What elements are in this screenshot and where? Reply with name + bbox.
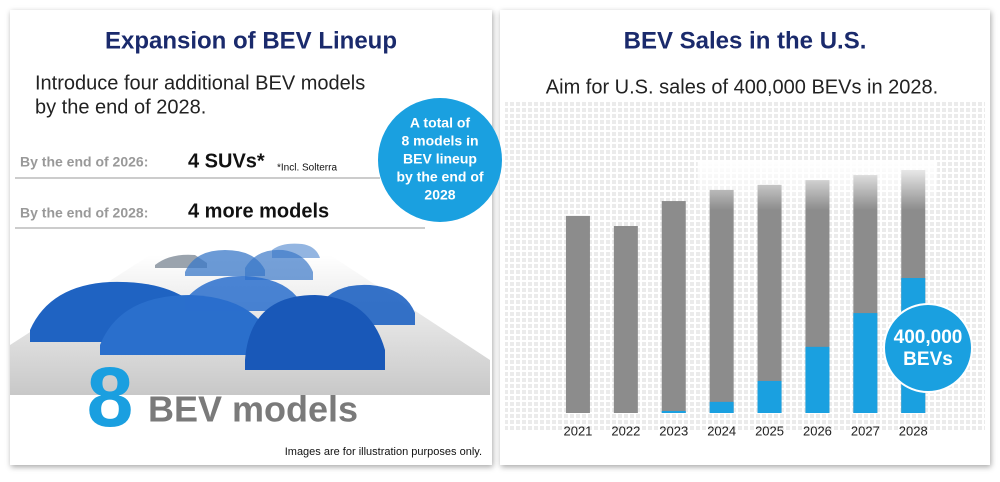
badge-line: BEV lineup bbox=[403, 151, 477, 167]
bar bbox=[709, 401, 734, 413]
badge-line: by the end of bbox=[396, 169, 483, 185]
bar bbox=[757, 380, 782, 413]
annotation-badge bbox=[883, 303, 973, 393]
bar bbox=[709, 189, 734, 413]
x-tick-label: 2021 bbox=[563, 423, 592, 438]
big-number: 8 bbox=[87, 350, 134, 444]
bar bbox=[661, 410, 686, 413]
x-tick-label: 2023 bbox=[659, 423, 688, 438]
row-note: *Incl. Solterra bbox=[277, 163, 337, 174]
x-tick-label: 2028 bbox=[899, 423, 928, 438]
x-tick-label: 2022 bbox=[611, 423, 640, 438]
x-tick-label: 2027 bbox=[851, 423, 880, 438]
row-value: 4 SUVs* bbox=[188, 150, 265, 172]
x-tick-label: 2026 bbox=[803, 423, 832, 438]
bar bbox=[565, 215, 590, 413]
annotation-line: 400,000 bbox=[894, 327, 963, 348]
intro-line: by the end of 2028. bbox=[35, 96, 206, 118]
badge-line: 2028 bbox=[424, 187, 455, 203]
badge-line: A total of bbox=[410, 115, 470, 131]
disclaimer: Images are for illustration purposes onl… bbox=[285, 446, 482, 458]
chart-subtitle: Aim for U.S. sales of 400,000 BEVs in 20… bbox=[546, 76, 938, 98]
bar-fade bbox=[697, 160, 938, 210]
intro-line: Introduce four additional BEV models bbox=[35, 72, 365, 94]
badge-line: 8 models in bbox=[401, 133, 478, 149]
x-tick-label: 2025 bbox=[755, 423, 784, 438]
row-label: By the end of 2028: bbox=[20, 205, 148, 221]
annotation-line: BEVs bbox=[903, 349, 953, 370]
bar bbox=[805, 346, 830, 413]
x-tick-label: 2024 bbox=[707, 423, 736, 438]
bar bbox=[853, 313, 878, 413]
big-text: BEV models bbox=[148, 389, 358, 430]
row-label: By the end of 2026: bbox=[20, 154, 148, 170]
bar bbox=[613, 226, 638, 413]
badge bbox=[378, 98, 502, 222]
car-illustration bbox=[10, 243, 490, 395]
bar bbox=[757, 184, 782, 413]
bar bbox=[661, 201, 686, 413]
row-value: 4 more models bbox=[188, 200, 329, 222]
left-title: Expansion of BEV Lineup bbox=[105, 27, 397, 54]
chart-title: BEV Sales in the U.S. bbox=[624, 27, 867, 54]
